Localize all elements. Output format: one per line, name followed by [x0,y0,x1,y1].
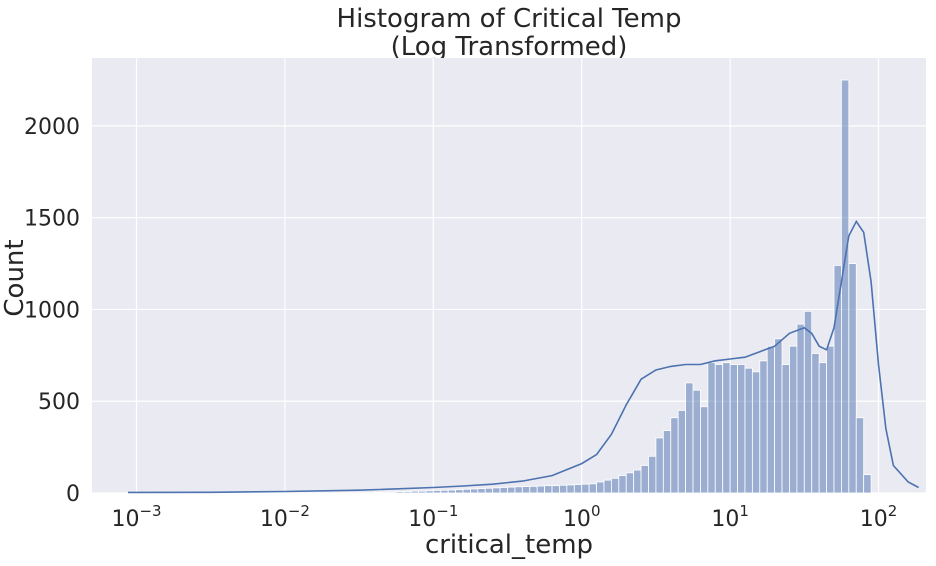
x-tick-label: 10−2 [260,502,310,532]
histogram-bar [521,486,531,494]
histogram-bar [447,489,456,494]
y-tick-label: 0 [66,482,80,507]
histogram-bar [440,489,449,494]
histogram-bar [432,490,442,494]
x-tick-label: 100 [563,502,601,532]
histogram-bar [826,345,835,494]
y-tick-label: 500 [38,390,80,415]
histogram-bar [633,469,642,494]
histogram-bar [618,475,627,494]
histogram-bar [499,487,508,494]
histogram-bar [566,484,575,494]
histogram-bar [714,364,724,494]
histogram-bar [418,490,427,494]
histogram-bar [751,371,761,494]
histogram-bar [848,263,857,494]
histogram-bar [640,465,649,494]
histogram-bar [841,79,850,494]
histogram-bar [766,345,776,494]
histogram-bar [492,487,501,494]
y-tick-label: 1000 [24,298,80,323]
histogram-bar [455,489,464,494]
histogram-bar [477,488,486,494]
histogram-bar [588,483,597,494]
histogram-bar [514,486,523,494]
histogram-bar [722,362,731,494]
histogram-bar [707,362,716,494]
histogram-bar [789,345,798,494]
kde-curve [128,219,919,494]
histogram-bar [648,455,657,494]
histogram-bar [470,488,479,494]
histogram-bar [380,491,390,494]
histogram-bar [685,382,694,494]
histogram-bar [833,265,842,494]
histogram-bar [373,491,382,494]
histogram-bar [700,406,709,494]
histogram-bar [410,490,419,494]
chart-title-line-1: Histogram of Critical Temp [336,4,682,34]
histogram-bar [803,310,813,494]
histogram-bar [581,483,590,494]
histogram-bar [507,486,516,494]
histogram-bar [603,479,612,494]
histogram-bar [670,417,679,494]
histogram-bar [811,353,820,494]
histogram-bar [796,323,805,494]
histogram-bar [529,485,538,494]
histogram-bar [818,362,827,494]
histogram-bar [774,338,783,494]
y-axis-label: Count [0,239,30,317]
histogram-bar [781,364,790,494]
histogram-bar [544,485,553,494]
histogram-bar [677,410,686,494]
histogram-bar [863,474,872,494]
histogram-bar [551,485,560,494]
x-tick-label: 102 [860,502,898,532]
histogram-bar [425,490,434,494]
histogram-bar [744,367,753,494]
histogram-bar [692,389,701,494]
x-tick-label: 101 [711,502,749,532]
histogram-bar [484,487,494,494]
histogram-bar [625,472,635,494]
y-tick-label: 1500 [24,207,80,232]
histogram-bar [662,430,672,494]
histogram-bar [855,417,865,494]
histogram-bar [759,360,768,494]
histogram-bar [403,491,412,494]
histogram-bar [737,364,746,494]
histogram-bar [388,491,397,494]
histogram-bar [536,485,546,494]
histogram-bar [655,437,664,494]
histogram-bar [395,491,405,494]
histogram-bar [610,477,620,494]
x-tick-label: 10−1 [408,502,458,532]
histogram-bar [462,488,471,494]
histogram-bar [729,364,738,494]
x-axis-label: critical_temp [424,530,594,560]
x-tick-label: 10−3 [111,502,161,532]
y-tick-label: 2000 [24,115,80,140]
histogram-bar [596,481,605,494]
histogram-bar [559,484,568,494]
histogram-bar [573,484,583,494]
chart-title-line-2: (Log Transformed) [390,32,628,62]
